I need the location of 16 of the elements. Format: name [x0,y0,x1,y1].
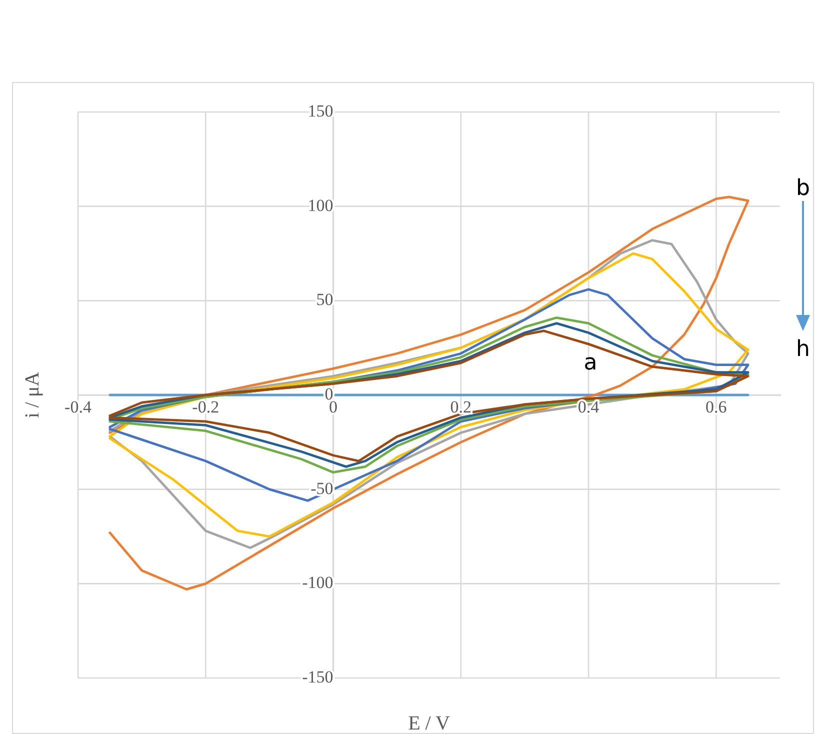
annotation: a [584,350,598,376]
text: h [796,337,810,362]
y-tick-label: -150 [302,667,334,686]
y-tick-label: -100 [302,573,334,592]
x-tick-label: 0.2 [450,398,472,417]
y-tick-label: -50 [310,478,334,498]
x-tick-label: 0.4 [578,398,600,417]
x-tick-label: -0.4 [64,398,92,417]
x-tick-label: 0.6 [706,398,727,417]
y-tick-label: 50 [316,290,334,310]
y-tick-label: 100 [308,196,334,215]
text: b [796,176,810,201]
x-axis-title: E / V [408,712,450,734]
y-tick-label: 150 [308,101,334,120]
y-axis-title: i / μA [21,371,44,418]
x-tick-label: -0.2 [192,398,220,417]
